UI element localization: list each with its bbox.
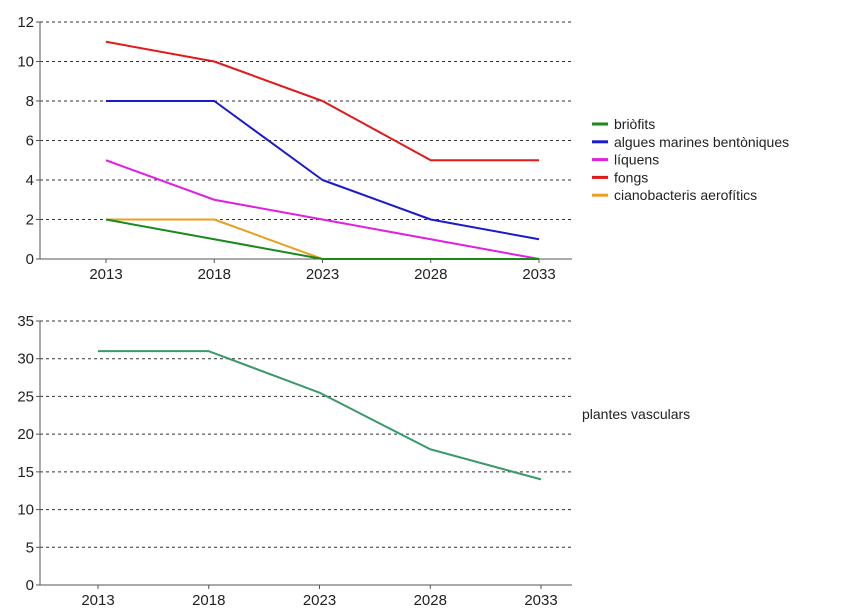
y-tick-label: 6 bbox=[26, 133, 34, 150]
y-tick-label: 10 bbox=[17, 502, 34, 519]
series-line bbox=[106, 100, 540, 241]
y-tick-label: 10 bbox=[17, 54, 34, 71]
y-tick-label: 8 bbox=[26, 93, 34, 110]
legend-label: briòfits bbox=[614, 116, 655, 132]
y-tick-label: 35 bbox=[17, 313, 34, 330]
y-tick-label: 5 bbox=[26, 539, 34, 556]
legend-label: algues marines bentòniques bbox=[614, 134, 789, 150]
series-line bbox=[105, 159, 540, 260]
x-tick-label: 2028 bbox=[414, 266, 447, 283]
legend-label: cianobacteris aerofítics bbox=[614, 187, 757, 203]
y-tick-label: 0 bbox=[26, 577, 34, 594]
y-tick-label: 15 bbox=[17, 464, 34, 481]
y-tick-label: 20 bbox=[17, 426, 34, 443]
series-line bbox=[105, 40, 539, 162]
x-tick-label: 2033 bbox=[524, 592, 557, 608]
series-line bbox=[98, 350, 542, 481]
x-tick-label: 2023 bbox=[306, 266, 339, 283]
x-tick-label: 2018 bbox=[198, 266, 231, 283]
x-tick-label: 2023 bbox=[303, 592, 336, 608]
series-line bbox=[106, 218, 539, 260]
y-tick-label: 30 bbox=[17, 351, 34, 368]
chart-bottom-panel: 0 5 10 15 20 25 30 35 2013 2018 2023 2028 2033 plante… bbox=[17, 313, 690, 608]
legend-label: líquens bbox=[614, 152, 659, 168]
series-line bbox=[105, 218, 539, 260]
x-tick-label: 2018 bbox=[192, 592, 225, 608]
legend-label: plantes vasculars bbox=[582, 406, 690, 422]
y-tick-label: 0 bbox=[26, 251, 34, 268]
y-tick-label: 25 bbox=[17, 388, 34, 405]
x-tick-label: 2028 bbox=[414, 592, 447, 608]
y-tick-label: 12 bbox=[17, 14, 34, 31]
legend-label: fongs bbox=[614, 169, 648, 185]
y-tick-label: 4 bbox=[26, 172, 34, 189]
x-tick-label: 2033 bbox=[522, 266, 555, 283]
chart-top-panel: 0 2 4 6 8 10 12 2013 2018 2023 2028 2033 briòfits alg… bbox=[17, 14, 789, 283]
y-tick-label: 2 bbox=[26, 212, 34, 229]
x-tick-label: 2013 bbox=[89, 266, 122, 283]
x-tick-label: 2013 bbox=[81, 592, 114, 608]
